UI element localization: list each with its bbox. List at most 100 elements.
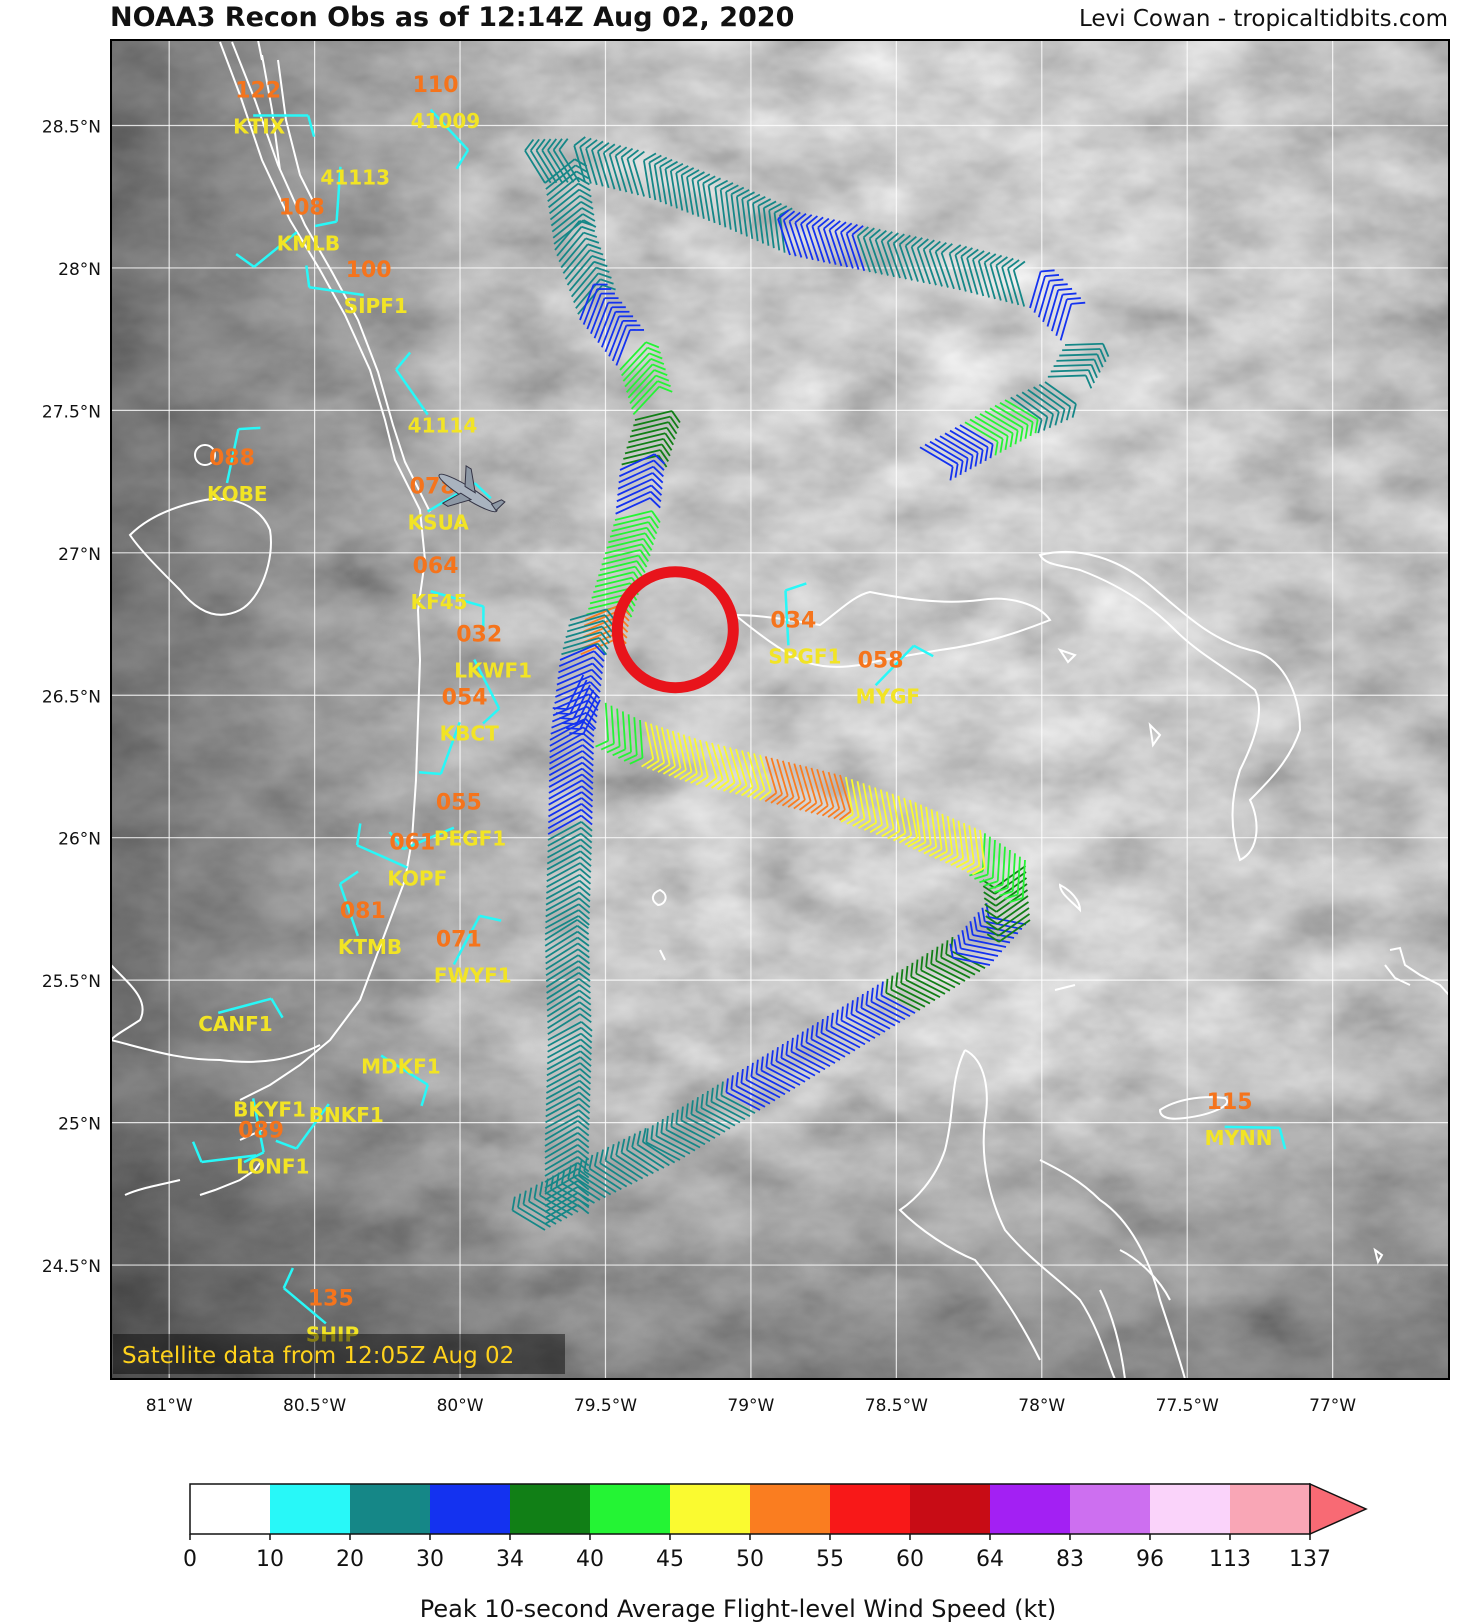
wind-barb-flag (881, 828, 895, 838)
wind-barb-flag (827, 807, 840, 818)
colorbar-tick-label: 30 (416, 1547, 444, 1572)
wind-barb-flag (984, 253, 997, 264)
wind-barb (986, 836, 991, 875)
wind-barb (568, 261, 595, 292)
wind-barb (776, 759, 789, 797)
wind-barb (885, 991, 921, 1011)
wind-barb-flag (511, 1196, 516, 1211)
wind-barb-flag (577, 1132, 590, 1143)
station-pressure: 061 (389, 831, 435, 856)
wind-barb-flag (893, 233, 905, 244)
station-kf45: 064 KF45 (411, 554, 485, 629)
station-id: 41114 (408, 414, 478, 438)
station-fwyf1: 071 FWYF1 (434, 914, 512, 987)
wind-barb (545, 966, 580, 988)
wind-barb-flag (804, 802, 817, 813)
wind-barb-flag (1001, 257, 1014, 268)
wind-barb (650, 1138, 686, 1158)
wind-barb-flag (720, 1081, 724, 1096)
wind-barb (794, 222, 808, 259)
wind-barb (925, 966, 961, 986)
wind-barb (626, 1149, 660, 1172)
wind-barb-flag (850, 1000, 854, 1015)
wind-barb (546, 995, 580, 1018)
wind-barb-flag (574, 158, 588, 167)
wind-barb-flag (1034, 419, 1039, 434)
wind-barb-flag (945, 940, 949, 955)
aircraft-icon (438, 464, 506, 513)
wind-barb (1064, 342, 1104, 346)
wind-barb-flag (577, 1144, 590, 1155)
wind-barb-flag (577, 1156, 590, 1167)
wind-barb-flag (966, 248, 979, 259)
wind-barb (614, 155, 628, 193)
wind-barb-flag (735, 784, 748, 795)
station-wind-barb-flag (913, 644, 934, 658)
wind-barb (691, 179, 700, 217)
wind-barb-flag (995, 256, 1008, 267)
station-wind-barb-flag (282, 1267, 295, 1289)
wind-barb (558, 149, 581, 183)
wind-barb (670, 1125, 706, 1146)
wind-barb (552, 213, 584, 239)
wind-barb-flag (569, 732, 584, 736)
lon-tick-label: 78°W (1018, 1396, 1065, 1416)
wind-barb (600, 311, 617, 348)
wind-barb (844, 776, 854, 815)
wind-barb (702, 183, 711, 221)
wind-barb (565, 674, 585, 710)
wind-barb-flag (589, 681, 601, 693)
wind-barb (777, 218, 791, 256)
wind-barb (1050, 369, 1089, 373)
wind-barb (696, 181, 705, 219)
station-wind-barb (784, 590, 790, 646)
station-wind-barb-flag (355, 823, 362, 846)
wind-barb (1021, 391, 1054, 416)
wind-barb-flag (783, 210, 796, 221)
wind-barb (573, 272, 599, 304)
wind-barb-flag (583, 231, 598, 238)
wind-barb (579, 694, 598, 730)
wind-barb (936, 811, 943, 850)
wind-barb (805, 224, 820, 262)
wind-barb-flag (1014, 430, 1019, 445)
station-wind-barb-flag (243, 1151, 265, 1164)
wind-barb-flag (579, 1007, 592, 1018)
station-mdkf1: MDKF1 (361, 1054, 441, 1107)
wind-barb-flag (1058, 287, 1073, 291)
wind-barb-flag (1009, 433, 1014, 448)
lon-tick-label: 80.5°W (283, 1396, 346, 1416)
wind-barb-flag (579, 879, 591, 891)
wind-barb-flag (671, 410, 681, 424)
wind-barb-flag (667, 421, 678, 435)
wind-barb (547, 832, 582, 853)
wind-barb-flag (935, 241, 947, 253)
colorbar-tick-label: 64 (976, 1547, 1004, 1572)
wind-barb (632, 386, 660, 416)
wind-barb (1027, 388, 1060, 413)
station-wind-barb (1224, 1125, 1280, 1130)
wind-barb-flag (595, 739, 609, 748)
wind-barb-flag (597, 643, 608, 656)
station-id: KOBE (207, 482, 268, 506)
wind-barb (545, 164, 577, 190)
wind-barb (553, 219, 585, 245)
wind-barb-flag (582, 750, 594, 761)
wind-barb-flag (984, 903, 997, 913)
wind-barb-flag (582, 720, 595, 732)
wind-barb-flag (905, 965, 909, 981)
station-wind-barb-flag (305, 265, 311, 288)
wind-barb-flag (741, 191, 755, 200)
wind-barb (968, 938, 1007, 948)
wind-barb (548, 182, 579, 209)
wind-barb (925, 806, 932, 845)
wind-barb-flag (576, 176, 590, 186)
wind-barb-flag (830, 1012, 834, 1027)
wind-barb-flag (561, 1169, 566, 1184)
lat-tick-label: 26.5°N (42, 687, 101, 707)
lat-tick-label: 27.5°N (42, 402, 101, 422)
wind-barb (833, 773, 846, 811)
map-title: NOAA3 Recon Obs as of 12:14Z Aug 02, 202… (110, 2, 795, 33)
wind-barb (905, 979, 941, 998)
station-wind-barb (251, 1098, 265, 1153)
